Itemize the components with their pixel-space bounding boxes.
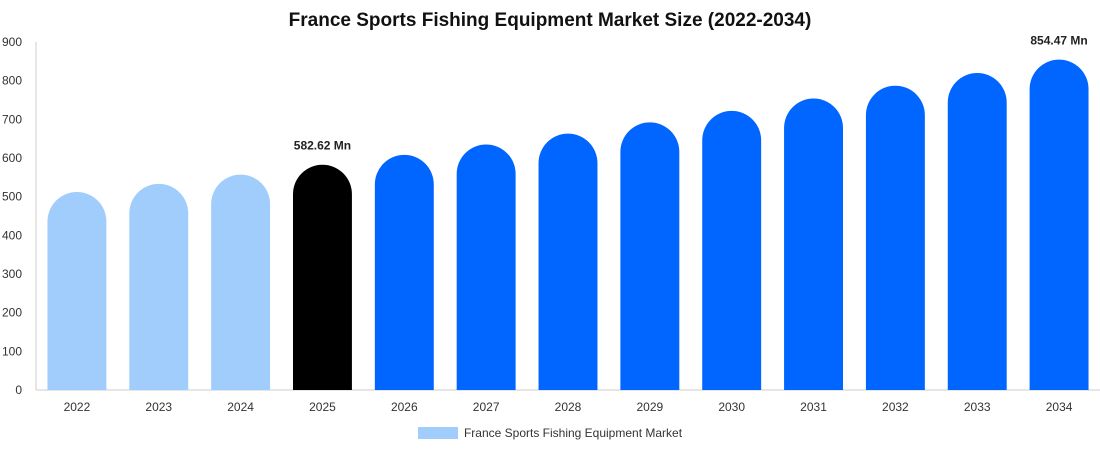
legend-label: France Sports Fishing Equipment Market: [463, 426, 683, 440]
x-tick-label: 2031: [800, 400, 827, 414]
x-tick-label: 2033: [964, 400, 991, 414]
bar-2030[interactable]: [702, 110, 762, 390]
x-tick-label: 2034: [1046, 400, 1073, 414]
y-tick-labels: 0 100 200 300 400 500 600 700 800 900: [2, 35, 22, 397]
bar-2025[interactable]: [292, 164, 352, 390]
x-tick-label: 2027: [473, 400, 500, 414]
y-tick-label: 300: [2, 267, 22, 281]
x-tick-label: 2029: [636, 400, 663, 414]
x-tick-label: 2030: [718, 400, 745, 414]
x-tick-label: 2025: [309, 400, 336, 414]
y-tick-label: 900: [2, 35, 22, 49]
y-tick-label: 100: [2, 344, 22, 358]
x-tick-label: 2024: [227, 400, 254, 414]
chart-title: France Sports Fishing Equipment Market S…: [288, 10, 812, 31]
bar-2024[interactable]: [211, 174, 271, 390]
legend-swatch: [417, 427, 458, 439]
legend[interactable]: France Sports Fishing Equipment Market: [0, 426, 1100, 440]
bar-2032[interactable]: [865, 85, 925, 390]
bar-2022[interactable]: [47, 192, 107, 390]
bars: [47, 59, 1089, 391]
bar-2034[interactable]: [1029, 59, 1089, 391]
bar-2031[interactable]: [784, 98, 844, 391]
bar-2026[interactable]: [374, 154, 434, 390]
data-label-2034: 854.47 Mn: [1030, 34, 1087, 48]
bar-2023[interactable]: [129, 183, 189, 390]
x-tick-label: 2028: [555, 400, 582, 414]
y-tick-label: 500: [2, 190, 22, 204]
y-tick-label: 200: [2, 306, 22, 320]
x-tick-label: 2023: [145, 400, 172, 414]
data-labels: 582.62 Mn 854.47 Mn: [294, 34, 1088, 153]
bar-2033[interactable]: [947, 72, 1007, 391]
bar-2029[interactable]: [620, 122, 680, 390]
y-tick-label: 0: [15, 383, 22, 397]
bar-2028[interactable]: [538, 133, 598, 390]
y-tick-label: 400: [2, 228, 22, 242]
y-tick-label: 700: [2, 112, 22, 126]
data-label-2025: 582.62 Mn: [294, 139, 351, 153]
y-tick-label: 800: [2, 74, 22, 88]
x-tick-label: 2026: [391, 400, 418, 414]
x-tick-labels: 2022 2023 2024 2025 2026 2027 2028 2029 2030 2031…: [64, 400, 1073, 414]
bar-2027[interactable]: [456, 144, 516, 390]
y-tick-label: 600: [2, 151, 22, 165]
x-tick-label: 2022: [64, 400, 91, 414]
x-tick-label: 2032: [882, 400, 909, 414]
